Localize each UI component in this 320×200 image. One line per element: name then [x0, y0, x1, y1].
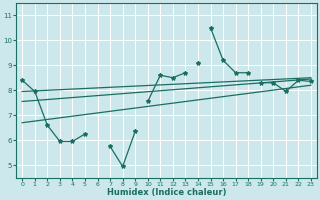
X-axis label: Humidex (Indice chaleur): Humidex (Indice chaleur) — [107, 188, 226, 197]
